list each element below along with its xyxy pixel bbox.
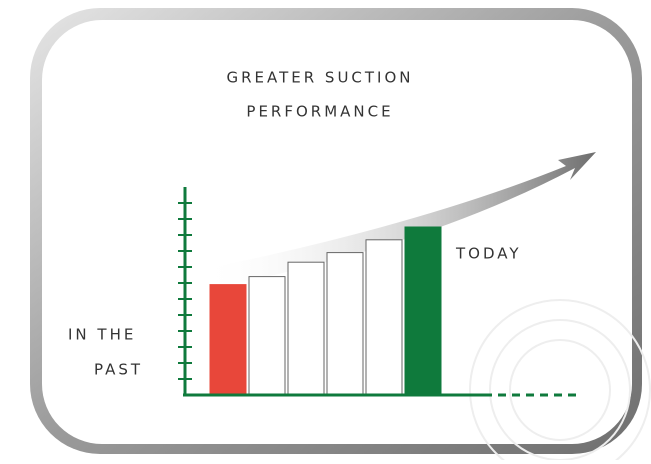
annotation: PAST <box>94 361 143 379</box>
bar <box>404 226 442 396</box>
bar <box>365 239 403 396</box>
frame-inner <box>42 20 632 444</box>
chart-title: PERFORMANCE <box>246 103 393 121</box>
bar <box>248 276 286 396</box>
bar <box>287 261 325 396</box>
annotation: TODAY <box>455 245 522 263</box>
bar <box>326 252 364 396</box>
bar <box>209 284 247 396</box>
annotation: IN THE <box>68 326 136 344</box>
growth-arrow <box>200 152 596 290</box>
chart-title: GREATER SUCTION <box>226 69 413 87</box>
